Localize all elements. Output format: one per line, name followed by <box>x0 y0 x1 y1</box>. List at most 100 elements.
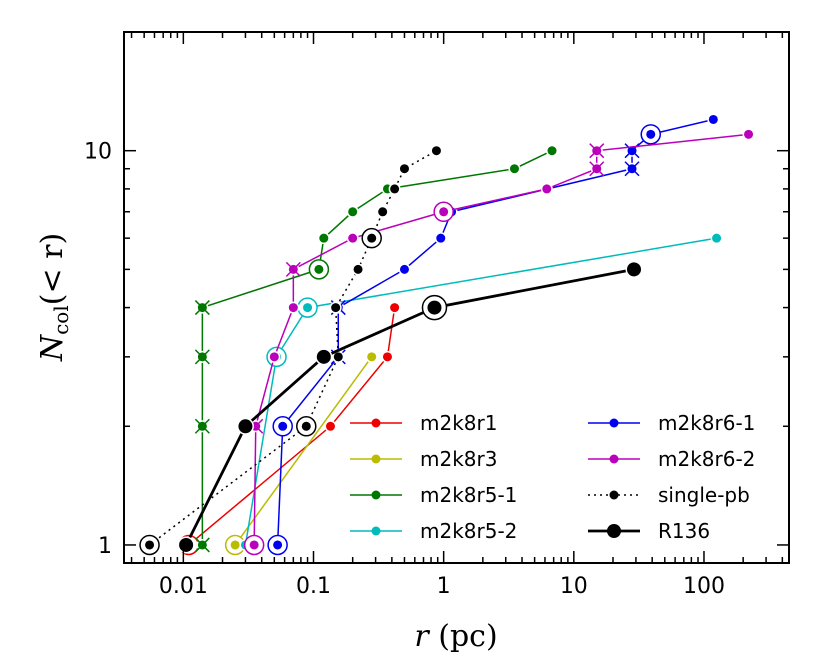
data-point <box>592 164 602 174</box>
data-point <box>399 164 409 174</box>
legend-label: m2k8r5-1 <box>420 483 517 507</box>
data-point <box>145 540 155 550</box>
data-point <box>744 129 754 139</box>
data-point <box>390 303 400 313</box>
series-line-m2k8r5-2 <box>244 237 717 546</box>
series-line-single-pb <box>149 150 437 546</box>
data-point <box>238 419 253 434</box>
data-point <box>197 421 207 431</box>
legend-label: m2k8r1 <box>420 411 497 435</box>
data-point <box>348 233 358 243</box>
series-r136 <box>177 260 643 554</box>
data-point <box>627 164 637 174</box>
data-point <box>367 233 377 243</box>
legend-label: m2k8r6-1 <box>658 411 755 435</box>
data-point <box>439 207 449 217</box>
data-point <box>399 264 409 274</box>
data-point <box>303 303 313 313</box>
legend-marker <box>607 524 621 538</box>
data-point <box>708 114 718 124</box>
data-point <box>301 421 311 431</box>
x-tick-label-0-1: 0.1 <box>296 574 331 599</box>
x-axis-title-unit: (pc) <box>438 619 497 654</box>
legend-marker <box>371 418 381 428</box>
data-point <box>627 262 642 277</box>
series-line-m2k8r5-1 <box>201 150 553 545</box>
legend-entry-m2k8r1: m2k8r1 <box>350 411 497 435</box>
data-point <box>249 540 259 550</box>
y-tick-label-10: 10 <box>84 140 112 165</box>
data-point <box>382 352 392 362</box>
legend-entry-m2k8r6-2: m2k8r6-2 <box>588 447 755 471</box>
data-point <box>427 300 442 315</box>
legend-label: m2k8r3 <box>420 447 497 471</box>
data-point <box>269 352 279 362</box>
legend-marker <box>609 490 619 500</box>
plot-frame <box>123 31 790 564</box>
data-point <box>278 421 288 431</box>
legend-label: m2k8r6-2 <box>658 447 755 471</box>
legend-marker <box>609 454 619 464</box>
data-point <box>179 537 194 552</box>
legend-marker <box>371 454 381 464</box>
data-point <box>436 233 446 243</box>
data-point <box>331 303 341 313</box>
data-point <box>197 540 207 550</box>
data-point <box>509 164 519 174</box>
x-axis-title: r (pc) <box>414 619 497 654</box>
x-tick-label-100: 100 <box>683 574 725 599</box>
legend-label: m2k8r5-2 <box>420 519 517 543</box>
legend-marker <box>609 418 619 428</box>
series-line-m2k8r3 <box>234 356 373 546</box>
data-point <box>592 146 602 156</box>
series-single-pb <box>139 144 443 556</box>
x-tick-label-1: 1 <box>437 574 451 599</box>
data-point <box>316 349 331 364</box>
data-point <box>367 352 377 362</box>
legend-label: R136 <box>658 519 710 543</box>
legend-marker <box>371 526 381 536</box>
y-axis-title: Ncol(< r) <box>35 233 73 362</box>
x-tick-label-0-01: 0.01 <box>159 574 208 599</box>
data-point <box>348 207 358 217</box>
data-point <box>431 146 441 156</box>
y-axis-title-sub: col <box>49 305 73 335</box>
data-point <box>378 207 388 217</box>
data-point <box>319 233 329 243</box>
legend-entry-single-pb: single-pb <box>588 483 750 507</box>
data-point <box>353 264 363 274</box>
legend-entry-r136: R136 <box>588 519 710 543</box>
data-point <box>627 146 637 156</box>
data-point <box>712 233 722 243</box>
data-point <box>646 129 656 139</box>
series-layer <box>139 113 755 556</box>
series-line-m2k8r1 <box>188 307 396 546</box>
data-point <box>390 184 400 194</box>
legend-entry-m2k8r3: m2k8r3 <box>350 447 497 471</box>
legend-entry-m2k8r5-2: m2k8r5-2 <box>350 519 517 543</box>
data-point <box>273 540 283 550</box>
data-point <box>197 303 207 313</box>
data-point <box>288 303 298 313</box>
y-axis-title-main: N <box>35 333 70 362</box>
data-point <box>547 146 557 156</box>
data-point <box>333 352 343 362</box>
legend-entry-m2k8r6-1: m2k8r6-1 <box>588 411 755 435</box>
tick-labels: 0.01 0.1 1 10 100 1 10 <box>84 140 725 599</box>
data-point <box>288 264 298 274</box>
data-point <box>325 421 335 431</box>
legend-label: single-pb <box>658 483 750 507</box>
series-m2k8r5-1 <box>194 144 559 553</box>
data-point <box>314 264 324 274</box>
x-axis-title-main: r <box>414 619 430 654</box>
data-point <box>230 540 240 550</box>
legend-marker <box>371 490 381 500</box>
legend: m2k8r1 m2k8r3 m2k8r5-1 m2k8r5-2 m2k8r6-1 m2k8… <box>350 411 755 543</box>
data-point <box>542 184 552 194</box>
legend-entry-m2k8r5-1: m2k8r5-1 <box>350 483 517 507</box>
y-axis-title-rest: (< r) <box>35 233 70 305</box>
x-tick-label-10: 10 <box>560 574 588 599</box>
y-tick-label-1: 1 <box>98 534 112 559</box>
